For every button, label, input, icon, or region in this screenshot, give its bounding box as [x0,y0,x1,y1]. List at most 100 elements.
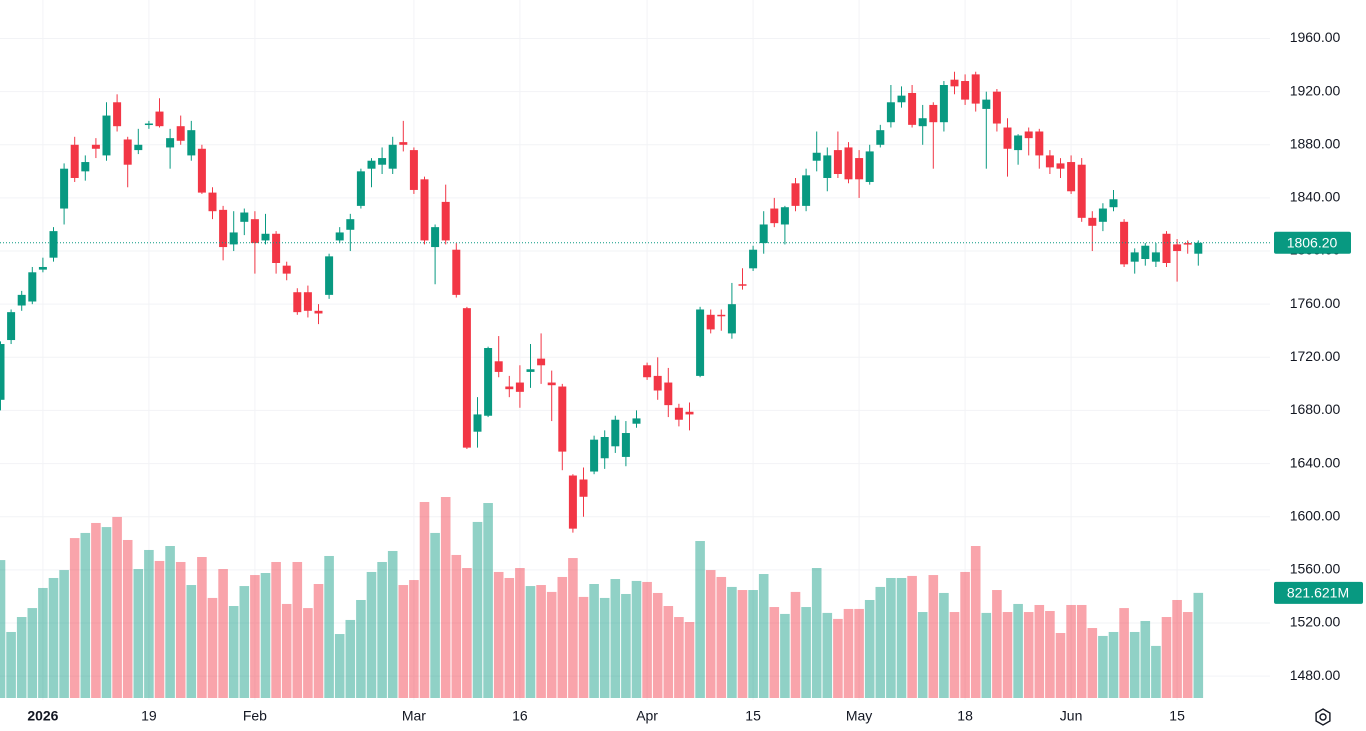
volume-bar [737,590,748,698]
candle-body [1173,244,1182,252]
candle-body [409,150,418,190]
candle-body [282,265,291,274]
volume-bar [801,607,811,698]
volume-bar [69,538,80,698]
volume-pane [0,497,1204,698]
volume-bar [970,546,981,698]
volume-bar [398,585,409,698]
candles [0,71,1270,533]
candle-body [441,201,450,241]
candle-body [696,309,705,376]
candle-body [346,219,355,230]
candle-body [674,407,683,420]
candle-body [780,207,789,225]
volume-bar [366,571,377,698]
volume-bar [917,612,928,698]
x-tick-label: May [846,708,872,724]
volume-bar [610,579,621,698]
volume-bar [578,596,589,698]
volume-bar [599,597,610,698]
candle-body [420,179,429,241]
candle-body [1088,217,1097,226]
candle-body [250,219,259,244]
candle-body [1098,208,1107,222]
candle-body [759,224,768,244]
candle-body [0,344,5,400]
candle-body [293,292,302,313]
settings-icon[interactable] [1315,708,1331,726]
candle-body [356,171,365,206]
candle-body [1067,162,1076,192]
candle-body [558,386,567,452]
candle-body [187,130,196,156]
volume-bar [1055,633,1066,698]
volume-bar [1013,603,1023,698]
y-tick-label: 1720.00 [1290,348,1341,364]
volume-bar [949,612,960,698]
y-tick-label: 1960.00 [1290,29,1341,45]
volume-bar [239,586,250,698]
candle-body [229,232,238,245]
candle-body [515,382,524,392]
candle-body [823,155,832,178]
volume-bar [1066,604,1076,698]
volume-bar [652,592,663,698]
volume-bar [1002,612,1013,698]
volume-bar [377,561,387,698]
candle-body [664,382,673,406]
volume-bar [1045,610,1055,698]
volume-bar [695,541,705,698]
candle-body [452,249,461,295]
volume-bar [186,585,197,698]
volume-bar [536,585,546,698]
candle-body [749,249,758,269]
volume-bar [684,622,695,698]
candle-body [484,348,493,416]
candle-body [123,139,132,165]
candle-body [7,312,16,341]
candle-body [971,74,980,104]
volume-bar [292,561,303,698]
volume-bar [589,584,599,698]
candle-body [176,126,185,141]
volume-bar [462,568,472,698]
candle-body [1056,163,1065,169]
candle-body [1130,252,1139,262]
volume-bar [334,634,345,698]
candle-body [1151,252,1160,262]
candle-body [1194,242,1203,254]
candle-body [770,208,779,224]
volume-bar [281,603,292,698]
volume-bar [483,503,493,698]
volume-bar [387,550,398,698]
candle-body [17,294,26,306]
x-tick-label: 15 [1169,708,1185,724]
volume-bar [705,570,716,698]
y-tick-label: 1880.00 [1290,135,1341,151]
volume-bar [663,606,674,698]
volume-bar [6,631,16,698]
candle-body [791,183,800,206]
volume-bar [674,617,684,698]
candle-body [261,233,270,241]
volume-bar [822,612,833,698]
volume-bar [175,561,186,698]
candle-body [982,99,991,109]
candle-body [992,91,1001,124]
volume-bar [1129,631,1140,698]
candle-body [961,81,970,100]
candle-body [1109,199,1118,208]
volume-bar [981,612,992,698]
volume-bar [27,608,38,698]
volume-bar [896,577,907,698]
volume-bar [430,532,440,698]
volume-bar [1151,645,1161,698]
volume-bar [631,580,642,698]
candle-body [166,138,175,148]
x-tick-label: 19 [141,708,157,724]
candle-body [833,150,842,175]
candle-body [717,314,726,317]
y-tick-label: 1520.00 [1290,614,1341,630]
candle-body [706,314,715,330]
